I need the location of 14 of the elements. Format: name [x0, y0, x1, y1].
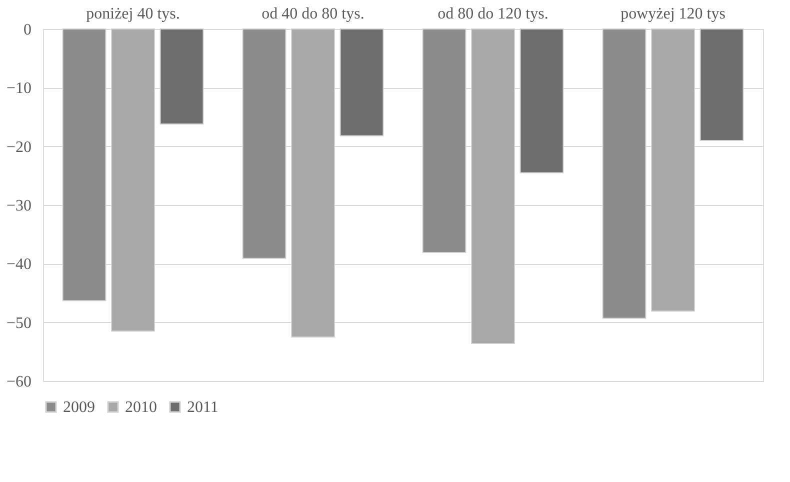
legend-label: 2010	[125, 399, 157, 416]
x-tick-label: od 80 do 120 tys.	[438, 6, 548, 22]
x-tick-label: od 40 do 80 tys.	[262, 6, 364, 22]
y-tick-label: −30	[6, 198, 32, 214]
y-tick-label: −20	[6, 138, 32, 156]
y-tick-label: −50	[6, 314, 32, 332]
legend-label: 2011	[187, 399, 218, 416]
y-tick-label: −60	[6, 374, 32, 390]
legend-label: 2009	[63, 399, 95, 416]
x-tick-label: poniżej 40 tys.	[86, 6, 180, 22]
y-tick-label: −10	[6, 80, 32, 98]
y-tick-label: 0	[24, 22, 32, 38]
x-tick-label: powyżej 120 tys	[620, 6, 726, 22]
y-tick-label: −40	[6, 256, 32, 274]
